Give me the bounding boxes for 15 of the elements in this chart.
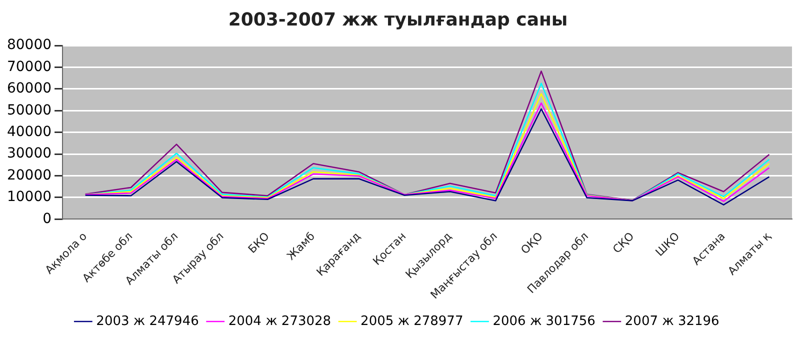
legend-label: 2004 ж 273028 [228,314,332,329]
y-tick-label: 70000 [6,58,52,75]
y-tick-label: 10000 [6,189,52,206]
legend-label: 2007 ж 32196 [624,314,720,329]
y-tick-label: 0 [42,210,52,227]
y-tick-label: 30000 [6,146,52,162]
chart-title: 2003-2007 жж туылғандар саны [228,9,568,30]
y-tick-label: 50000 [6,102,52,118]
y-tick-label: 80000 [6,37,52,54]
legend-label: 2003 ж 247946 [96,314,199,329]
legend-label: 2005 ж 278977 [360,314,464,329]
y-tick-label: 20000 [6,167,52,184]
y-tick-label: 60000 [6,80,52,97]
y-tick-label: 40000 [6,124,52,140]
legend-label: 2006 ж 301756 [492,314,596,329]
